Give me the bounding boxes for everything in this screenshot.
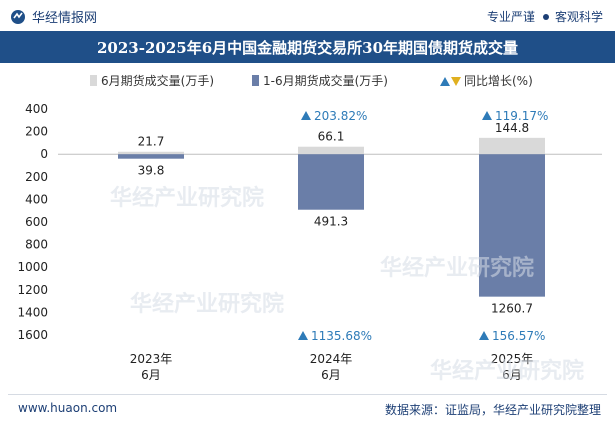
x-category-label: 2025年 bbox=[491, 352, 534, 366]
x-category-label: 6月 bbox=[141, 368, 161, 382]
legend-label-growth: 同比增长(%) bbox=[464, 74, 533, 88]
y-tick-label: 1600 bbox=[17, 328, 48, 342]
footer-source: 数据来源：证监局，华经产业研究院整理 bbox=[384, 403, 601, 417]
bar-cumulative bbox=[118, 154, 184, 159]
data-label-month: 21.7 bbox=[138, 135, 165, 149]
data-label-cumulative: 491.3 bbox=[314, 215, 348, 229]
legend-down-triangle-icon bbox=[451, 77, 461, 86]
slogan-left: 专业严谨 bbox=[486, 10, 535, 24]
y-tick-label: 200 bbox=[25, 125, 48, 139]
bar-month bbox=[298, 146, 364, 155]
chart-area: 6月期货成交量(万手) 1-6月期货成交量(万手) 同比增长(%) 400 200 0 20… bbox=[17, 73, 602, 382]
y-tick-label: 600 bbox=[25, 215, 48, 229]
bar-cumulative bbox=[298, 154, 364, 210]
bar-month bbox=[118, 151, 184, 155]
slogan: 专业严谨 客观科学 bbox=[487, 8, 603, 25]
x-category-label: 2024年 bbox=[310, 352, 353, 366]
bar-cumulative bbox=[479, 154, 545, 297]
x-category-label: 6月 bbox=[321, 368, 341, 382]
growth-label-cumulative: 1135.68% bbox=[311, 329, 372, 343]
data-label-month: 66.1 bbox=[318, 130, 345, 144]
growth-label-month: 203.82% bbox=[314, 109, 367, 123]
x-category-label: 2023年 bbox=[130, 352, 173, 366]
y-tick-label: 200 bbox=[25, 170, 48, 184]
x-category-label: 6月 bbox=[502, 368, 522, 382]
brand-logo-icon bbox=[11, 9, 25, 24]
growth-up-icon bbox=[479, 331, 489, 340]
y-tick-label: 0 bbox=[40, 147, 48, 161]
slogan-right: 客观科学 bbox=[554, 10, 603, 24]
y-tick-label: 400 bbox=[25, 192, 48, 206]
growth-up-icon bbox=[482, 111, 492, 120]
data-label-month: 144.8 bbox=[495, 121, 529, 135]
chart-title: 2023-2025年6月中国金融期货交易所30年期国债期货成交量 bbox=[96, 38, 519, 57]
chart-title-bar: 2023-2025年6月中国金融期货交易所30年期国债期货成交量 bbox=[0, 31, 615, 63]
growth-label-cumulative: 156.57% bbox=[492, 329, 545, 343]
footer-divider bbox=[8, 394, 607, 395]
growth-label-month: 119.17% bbox=[495, 109, 548, 123]
brand-name: 华经情报网 bbox=[32, 11, 98, 26]
y-tick-label: 800 bbox=[25, 238, 48, 252]
y-tick-label: 400 bbox=[25, 102, 48, 116]
y-tick-label: 1200 bbox=[17, 283, 48, 297]
y-tick-label: 1400 bbox=[17, 305, 48, 319]
bar-month bbox=[479, 137, 545, 155]
legend-swatch-month bbox=[90, 75, 97, 86]
y-tick-label: 1000 bbox=[17, 260, 48, 274]
bullet-icon bbox=[542, 13, 549, 20]
growth-up-icon bbox=[298, 331, 308, 340]
legend-up-triangle-icon bbox=[440, 77, 450, 86]
data-label-cumulative: 1260.7 bbox=[491, 302, 533, 316]
footer-website[interactable]: www.huaon.com bbox=[18, 401, 118, 415]
growth-up-icon bbox=[301, 111, 311, 120]
legend-label-cumulative: 1-6月期货成交量(万手) bbox=[263, 73, 388, 88]
legend-swatch-cumulative bbox=[252, 75, 259, 86]
legend-label-month: 6月期货成交量(万手) bbox=[101, 73, 214, 88]
top-bar: 华经情报网 专业严谨 客观科学 bbox=[0, 0, 615, 31]
data-label-cumulative: 39.8 bbox=[138, 164, 165, 178]
brand[interactable]: 华经情报网 bbox=[10, 7, 97, 26]
